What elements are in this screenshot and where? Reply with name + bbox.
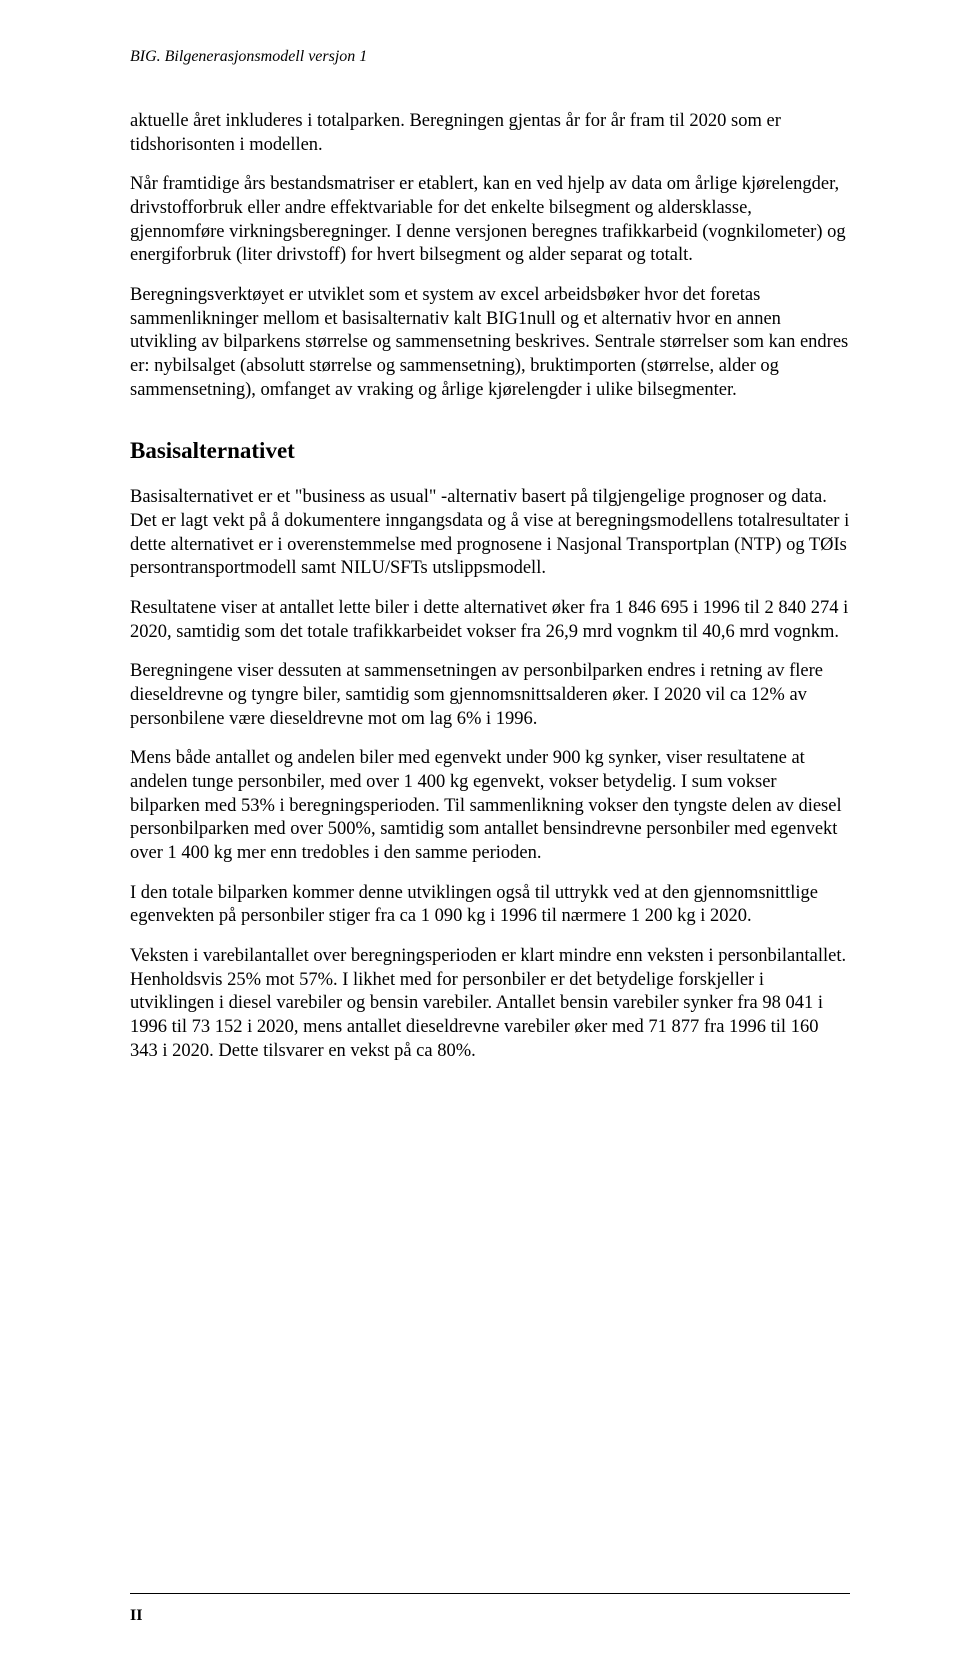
section-heading: Basisalternativet	[130, 438, 850, 464]
page-header: BIG. Bilgenerasjonsmodell versjon 1	[130, 48, 850, 66]
paragraph: aktuelle året inkluderes i totalparken. …	[130, 110, 850, 157]
paragraph: Når framtidige års bestandsmatriser er e…	[130, 173, 850, 268]
paragraph: I den totale bilparken kommer denne utvi…	[130, 882, 850, 929]
paragraph: Beregningsverktøyet er utviklet som et s…	[130, 284, 850, 402]
document-page: BIG. Bilgenerasjonsmodell versjon 1 aktu…	[0, 0, 960, 1655]
paragraph: Resultatene viser at antallet lette bile…	[130, 597, 850, 644]
paragraph: Beregningene viser dessuten at sammenset…	[130, 660, 850, 731]
paragraph: Basisalternativet er et "business as usu…	[130, 486, 850, 581]
footer-divider	[130, 1593, 850, 1595]
paragraph: Mens både antallet og andelen biler med …	[130, 747, 850, 865]
page-number: II	[130, 1607, 142, 1625]
paragraph: Veksten i varebilantallet over beregning…	[130, 945, 850, 1063]
